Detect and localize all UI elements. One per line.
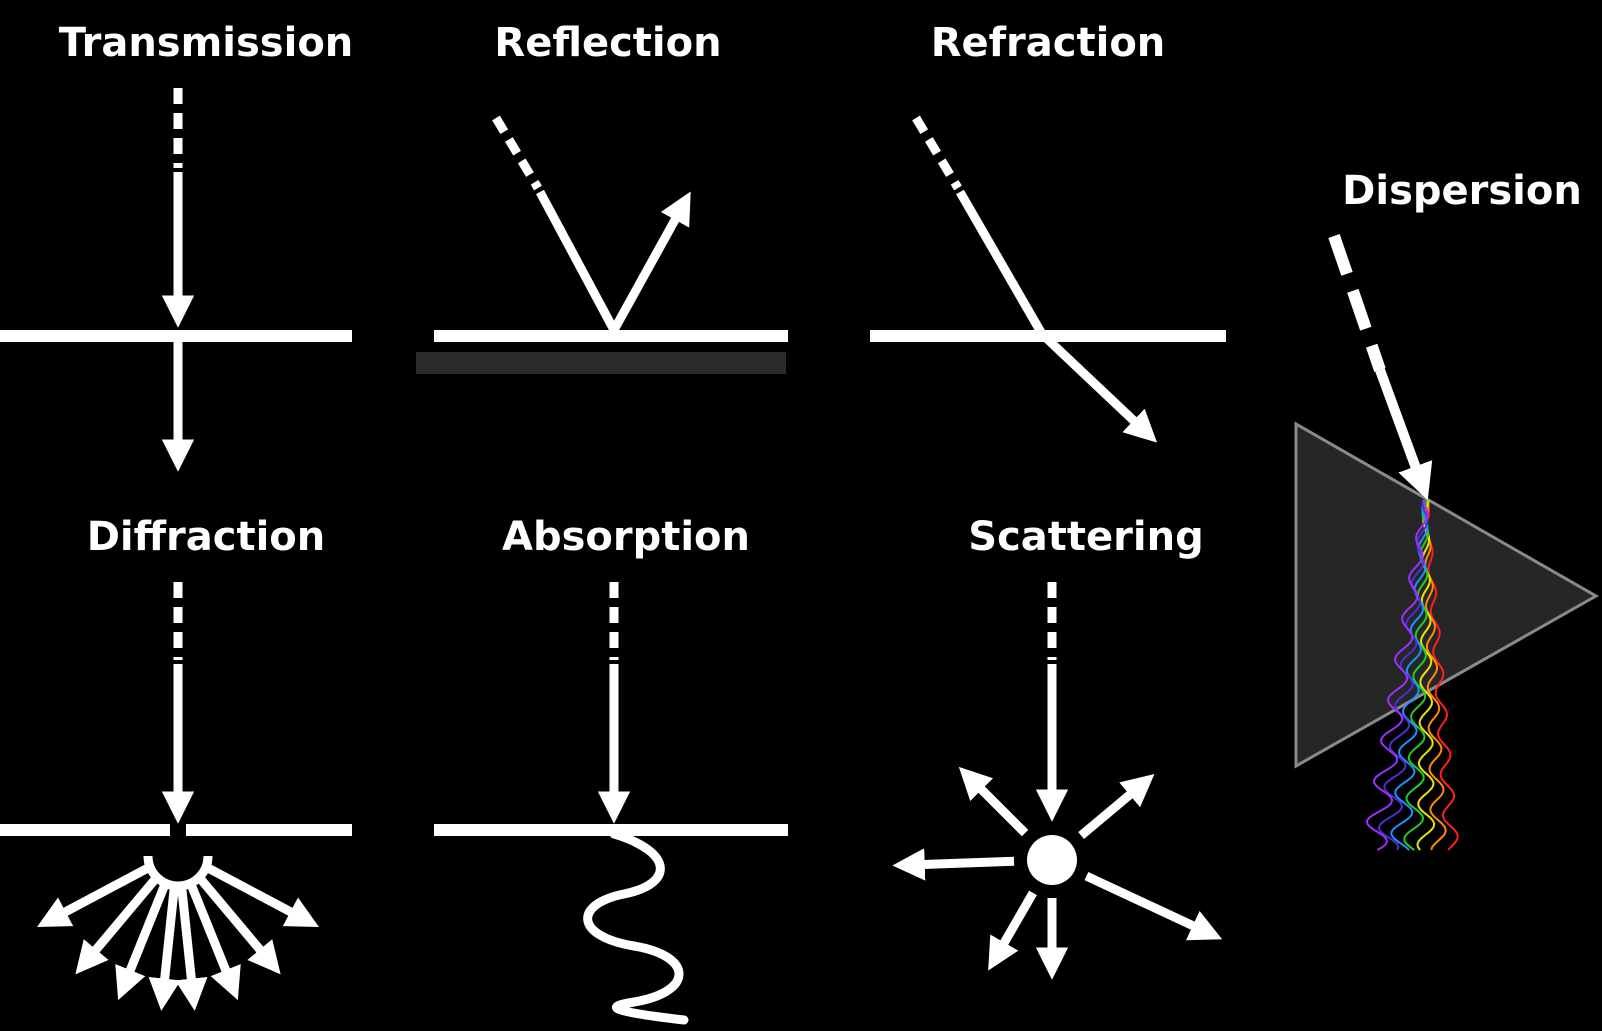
refraction-label: Refraction xyxy=(931,20,1166,66)
diffraction-ray xyxy=(193,872,281,975)
reflection-incident-dashes xyxy=(492,115,542,191)
absorption-wave xyxy=(583,829,689,1025)
dispersion-incident-arrow xyxy=(1375,368,1433,501)
reflection-surface-shadow xyxy=(416,352,786,374)
spectrum-wave xyxy=(1365,499,1429,851)
absorption-label: Absorption xyxy=(502,514,750,560)
scattering-ray xyxy=(1084,872,1223,941)
prism xyxy=(1294,421,1600,769)
scattering-ray xyxy=(988,890,1037,971)
diffraction-ray xyxy=(202,862,319,927)
reflection-label: Reflection xyxy=(494,20,721,66)
spectrum-wave xyxy=(1423,499,1447,851)
dispersion-illustration xyxy=(1294,234,1600,851)
diffraction-ray xyxy=(148,881,181,1011)
diffraction-ray xyxy=(115,878,171,1001)
reflection-reflected-arrow xyxy=(610,191,691,333)
diffraction-ray xyxy=(37,862,154,927)
refraction-illustration xyxy=(870,115,1226,443)
dispersion-label: Dispersion xyxy=(1342,168,1582,214)
diffraction-rays xyxy=(37,862,319,1011)
diffraction-ray xyxy=(185,878,241,1001)
diffraction-ray xyxy=(75,872,163,975)
diffraction-ray xyxy=(175,881,208,1011)
reflection-incident-ray xyxy=(536,189,618,333)
scattering-label: Scattering xyxy=(968,514,1203,560)
diffraction-illustration xyxy=(0,582,352,1011)
scattering-rays xyxy=(892,766,1223,980)
scattering-ray xyxy=(1078,774,1155,840)
reflection-illustration xyxy=(416,115,788,374)
scattering-ray xyxy=(892,848,1015,881)
diffraction-label: Diffraction xyxy=(87,514,326,560)
refraction-incident-ray xyxy=(956,189,1046,337)
scattering-illustration xyxy=(892,582,1223,980)
scattering-ray xyxy=(958,766,1029,837)
dispersion-incident-dashes xyxy=(1328,234,1386,372)
refraction-incident-dashes xyxy=(912,115,962,191)
spectrum-wave xyxy=(1424,499,1459,851)
refraction-refracted-arrow xyxy=(1038,330,1158,443)
scattering-particle xyxy=(1027,835,1077,885)
transmission-illustration xyxy=(0,88,352,472)
transmission-label: Transmission xyxy=(59,20,354,66)
dispersion-spectrum xyxy=(1365,499,1459,851)
absorption-illustration xyxy=(434,582,788,1025)
